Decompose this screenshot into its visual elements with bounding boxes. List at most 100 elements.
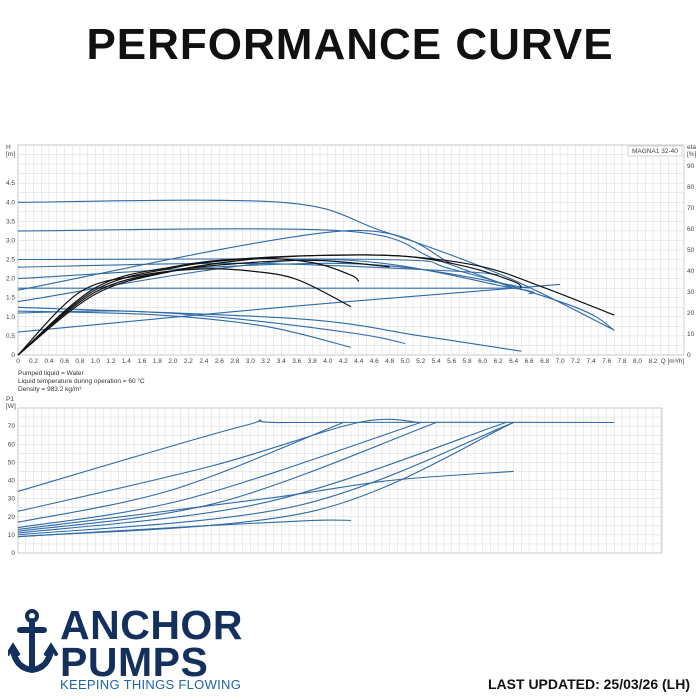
head-curve (17, 199, 615, 331)
x-tick-label: 8.0 (633, 358, 642, 365)
y-tick-label: 0 (11, 352, 15, 359)
brand-tagline: KEEPING THINGS FLOWING (60, 677, 242, 692)
efficiency-curve (17, 259, 390, 356)
head-curve (17, 310, 406, 345)
x-tick-label: 3.0 (246, 358, 255, 365)
power-curve (17, 421, 514, 536)
x-tick-label: 7.8 (618, 358, 627, 365)
y2-tick-label: 20 (687, 310, 695, 317)
power-curve (17, 421, 421, 529)
power-curve (17, 519, 352, 538)
y2-axis-label: eta (687, 144, 696, 151)
x-tick-label: 6.8 (540, 358, 549, 365)
x-tick-label: 4.2 (339, 358, 348, 365)
y-tick-label: 0 (11, 550, 15, 557)
performance-charts: 0 0.2 0.4 0.6 0.8 1.0 1.2 1.4 1.6 1.8 2.0 2.2 2.4 2.6… (6, 144, 697, 557)
y2-tick-label: 40 (687, 268, 695, 275)
x-tick-label: 4.8 (385, 358, 394, 365)
x-tick-label: 4.4 (354, 358, 363, 365)
x-tick-label: 0 (16, 358, 20, 365)
y-tick-label: 1.0 (6, 314, 15, 321)
power-curve (17, 470, 514, 530)
efficiency-curve (17, 268, 352, 356)
power-curve (17, 421, 437, 532)
x-tick-label: 4.6 (370, 358, 379, 365)
x-tick-label: 5.0 (401, 358, 410, 365)
y-tick-label: 40 (8, 478, 16, 485)
head-curve (17, 262, 530, 289)
power-curve (17, 418, 421, 512)
head-efficiency-chart: 0 0.2 0.4 0.6 0.8 1.0 1.2 1.4 1.6 1.8 2.0 2.2 2.4 2.6… (6, 144, 697, 365)
power-curve (17, 421, 507, 534)
y-tick-label: 3.5 (6, 218, 15, 225)
x-tick-label: 2.6 (215, 358, 224, 365)
x-tick-label: 5.4 (432, 358, 441, 365)
anchor-icon (8, 609, 58, 674)
brand-name-line2: PUMPS (60, 639, 209, 685)
y2-tick-label: 0 (687, 352, 691, 359)
y-tick-label: 2.0 (6, 276, 15, 283)
x-tick-label: 0.6 (60, 358, 69, 365)
x-tick-label: 0.8 (75, 358, 84, 365)
y-axis-unit: [W] (6, 403, 16, 410)
anchor-logo (8, 609, 58, 674)
x-tick-label: 0.4 (44, 358, 53, 365)
x-tick-label: 3.6 (292, 358, 301, 365)
x-tick-label: 2.0 (168, 358, 177, 365)
y-axis-label: H (6, 144, 11, 151)
head-curve (17, 258, 535, 303)
legend-box (627, 145, 683, 157)
x-tick-label: 6.6 (525, 358, 534, 365)
x-tick-label: 1.6 (137, 358, 146, 365)
y2-tick-label: 30 (687, 289, 695, 296)
y2-tick-label: 60 (687, 226, 695, 233)
pump-info: Pumped liquid = Water Liquid temperature… (18, 370, 145, 393)
y-tick-label: 4.5 (6, 180, 15, 187)
x-tick-label: 0.2 (29, 358, 38, 365)
x-tick-label: 8.2 (648, 358, 657, 365)
y2-tick-label: 80 (687, 184, 695, 191)
y-tick-label: 70 (8, 423, 16, 430)
head-curve (17, 229, 452, 291)
head-curve (17, 310, 352, 348)
y2-tick-label: 90 (687, 163, 695, 170)
legend-box-text: MAGNA1 32-40 (632, 148, 678, 155)
x-tick-label: 2.4 (199, 358, 208, 365)
y-tick-label: 1.5 (6, 295, 15, 302)
y-tick-label: 60 (8, 441, 16, 448)
efficiency-curve (17, 257, 360, 356)
density-text: Density = 983.2 kg/m³ (18, 386, 82, 393)
x-tick-label: 5.6 (447, 358, 456, 365)
x-tick-label: 3.2 (261, 358, 270, 365)
x-tick-label: 7.6 (602, 358, 611, 365)
x-tick-label: 3.4 (277, 358, 286, 365)
x-tick-label: 1.2 (106, 358, 115, 365)
y2-axis-unit: [%] (687, 151, 697, 158)
power-curve (17, 421, 344, 523)
power-curve (17, 419, 615, 492)
x-tick-label: 6.0 (478, 358, 487, 365)
y-axis-label: P1 (6, 396, 14, 403)
x-tick-label: 1.4 (122, 358, 131, 365)
x-tick-label: 5.8 (463, 358, 472, 365)
head-curve (17, 262, 499, 276)
x-tick-label: 2.2 (184, 358, 193, 365)
last-updated-text: LAST UPDATED: 25/03/26 (LH) (488, 676, 690, 692)
y-axis-unit: [m] (6, 151, 15, 158)
head-curve (17, 283, 561, 333)
x-tick-label: 7.2 (571, 358, 580, 365)
power-chart: 0 10 20 30 40 50 60 70 P1[W] (6, 396, 663, 557)
y-tick-label: 0.5 (6, 333, 15, 340)
y2-tick-label: 10 (687, 331, 695, 338)
x-tick-label: 6.4 (509, 358, 518, 365)
x-tick-label: 1.8 (153, 358, 162, 365)
brand-name-line1: ANCHOR (60, 602, 243, 648)
y-tick-label: 20 (8, 514, 16, 521)
liquid-temperature-text: Liquid temperature during operation = 60… (18, 377, 145, 385)
x-tick-label: 5.2 (416, 358, 425, 365)
efficiency-curve (17, 254, 522, 356)
y-tick-label: 30 (8, 496, 16, 503)
x-tick-label: 7.0 (556, 358, 565, 365)
x-tick-label: 3.8 (308, 358, 317, 365)
y-tick-label: 2.5 (6, 257, 15, 264)
